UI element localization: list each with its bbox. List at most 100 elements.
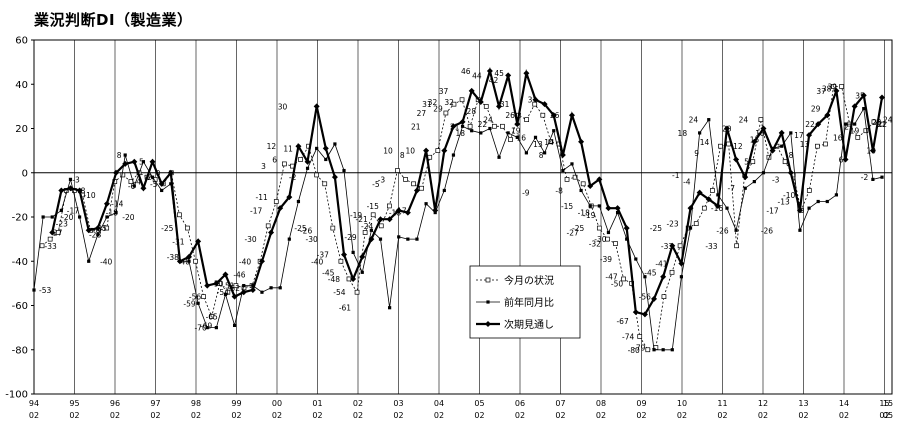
data-point: [789, 131, 793, 135]
data-point: [368, 236, 375, 243]
data-point: [451, 101, 457, 107]
data-label: 21: [411, 122, 421, 131]
data-label: 24: [739, 116, 749, 125]
data-point: [41, 215, 45, 219]
data-point: [411, 181, 416, 187]
data-point: [533, 135, 538, 139]
data-point: [843, 122, 848, 126]
data-label: 27: [417, 109, 427, 118]
data-label: 37: [816, 87, 826, 96]
data-point: [222, 271, 229, 278]
data-point: [322, 181, 328, 187]
data-point: [596, 225, 602, 231]
data-point: [816, 199, 820, 204]
data-label: -69: [200, 321, 212, 330]
data-point: [488, 126, 492, 131]
data-label: 30: [278, 102, 288, 111]
data-label: 26: [505, 111, 515, 120]
data-label: -2: [145, 173, 153, 182]
x-tick-label-year: 94: [29, 399, 39, 408]
data-point: [265, 223, 271, 229]
data-label: -21: [356, 215, 368, 224]
y-tick-label: -20: [12, 213, 28, 224]
data-label: 8: [117, 151, 122, 160]
data-label: 14: [544, 138, 554, 147]
data-point: [734, 228, 738, 232]
data-label: -16: [711, 204, 723, 213]
data-point: [286, 194, 293, 201]
data-point: [330, 225, 336, 231]
data-label: -20: [61, 213, 73, 222]
data-point: [769, 147, 776, 154]
data-label: -56: [189, 293, 201, 302]
data-label: -18: [389, 209, 401, 218]
data-point: [862, 106, 866, 111]
data-label: -5: [150, 180, 158, 189]
x-tick-label-month: 02: [879, 411, 889, 420]
legend-marker: [485, 277, 491, 283]
data-label: 18: [755, 129, 765, 138]
data-label: 29: [433, 105, 443, 114]
data-point: [205, 326, 209, 330]
data-label: -48: [328, 275, 340, 284]
data-point: [204, 282, 211, 289]
data-point: [750, 159, 756, 165]
data-point: [879, 94, 885, 101]
data-point: [787, 169, 794, 176]
y-tick-label: 40: [15, 80, 28, 91]
data-label: -31: [172, 237, 184, 246]
data-label: -61: [339, 304, 351, 313]
data-point: [879, 121, 885, 127]
data-point: [315, 146, 319, 151]
x-tick-label-month: 02: [555, 411, 565, 420]
data-point: [277, 205, 284, 212]
data-point: [386, 216, 393, 223]
data-label: -50: [611, 279, 623, 288]
data-label: -8: [78, 186, 86, 195]
data-point: [641, 311, 648, 318]
data-point: [140, 185, 147, 192]
data-point: [131, 158, 138, 165]
x-tick-label-month: 02: [29, 411, 39, 420]
x-tick-label-month: 02: [69, 411, 79, 420]
data-point: [423, 147, 430, 154]
data-label: 29: [811, 105, 821, 114]
data-label: -54: [217, 288, 229, 297]
data-point: [467, 123, 473, 129]
data-label: -19: [350, 211, 362, 220]
data-point: [743, 186, 747, 190]
series-line: [51, 66, 884, 316]
x-tick-label-month: 02: [272, 411, 282, 420]
data-label: -24: [361, 222, 373, 231]
data-point: [333, 142, 337, 146]
data-label: -28: [89, 231, 101, 240]
data-point: [104, 225, 110, 231]
data-label: 28: [467, 107, 477, 116]
data-label: -33: [661, 242, 673, 251]
data-point: [605, 205, 612, 212]
data-point: [260, 290, 264, 294]
data-label: 24: [483, 116, 493, 125]
data-label: -27: [50, 228, 62, 237]
data-point: [268, 229, 275, 236]
data-label: 12: [267, 142, 277, 151]
data-point: [193, 258, 198, 264]
data-label: -20: [122, 213, 134, 222]
data-label: -74: [622, 332, 634, 341]
data-label: 16: [517, 133, 527, 142]
data-label: -25: [95, 224, 107, 233]
data-label: 8: [789, 151, 794, 160]
data-point: [725, 206, 729, 210]
x-tick-label-year: 98: [191, 399, 201, 408]
data-point: [251, 283, 255, 288]
data-point: [273, 199, 279, 204]
data-point: [67, 185, 74, 192]
data-point: [324, 157, 328, 162]
data-label: 11: [283, 144, 293, 153]
data-point: [564, 177, 570, 182]
data-point: [451, 153, 456, 157]
data-point: [214, 326, 218, 330]
data-label: -59: [183, 299, 195, 308]
data-point: [701, 205, 707, 211]
data-point: [606, 230, 611, 235]
